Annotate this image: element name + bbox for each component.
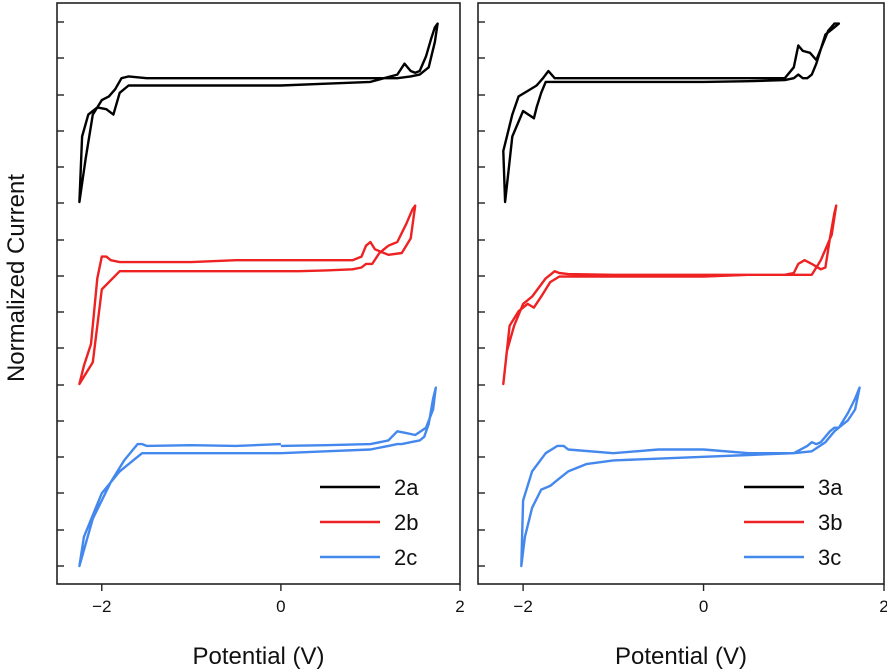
series-line-2b [78,204,417,386]
y-axis-label: Normalized Current [3,174,30,382]
series-line-3b [502,204,838,386]
legend-label-3a: 3a [818,475,843,500]
left-panel: −2 0 2 Potential (V) 2a 2b 2c [56,2,465,670]
legend-label-3c: 3c [818,545,841,570]
series-line-3c [520,386,861,568]
x-tick-label: 0 [276,597,285,616]
series-line-2c [78,386,437,568]
series-line-2a [78,22,439,204]
plot-frame [56,2,461,585]
series-line-3a [502,22,841,204]
x-tick-label: 2 [455,597,464,616]
x-axis-label: Potential (V) [615,643,747,670]
legend-label-2b: 2b [394,510,418,535]
plot-frame [477,2,885,585]
legend-label-3b: 3b [818,510,842,535]
x-tick-label: 0 [699,597,708,616]
x-tick-label: −2 [92,597,111,616]
legend-label-2c: 2c [394,545,417,570]
legend-label-2a: 2a [394,475,419,500]
x-axis-label: Potential (V) [192,643,324,670]
right-panel: −2 0 2 Potential (V) 3a 3b 3c [477,2,887,670]
x-tick-label: −2 [513,597,532,616]
x-tick-label: 2 [879,597,887,616]
